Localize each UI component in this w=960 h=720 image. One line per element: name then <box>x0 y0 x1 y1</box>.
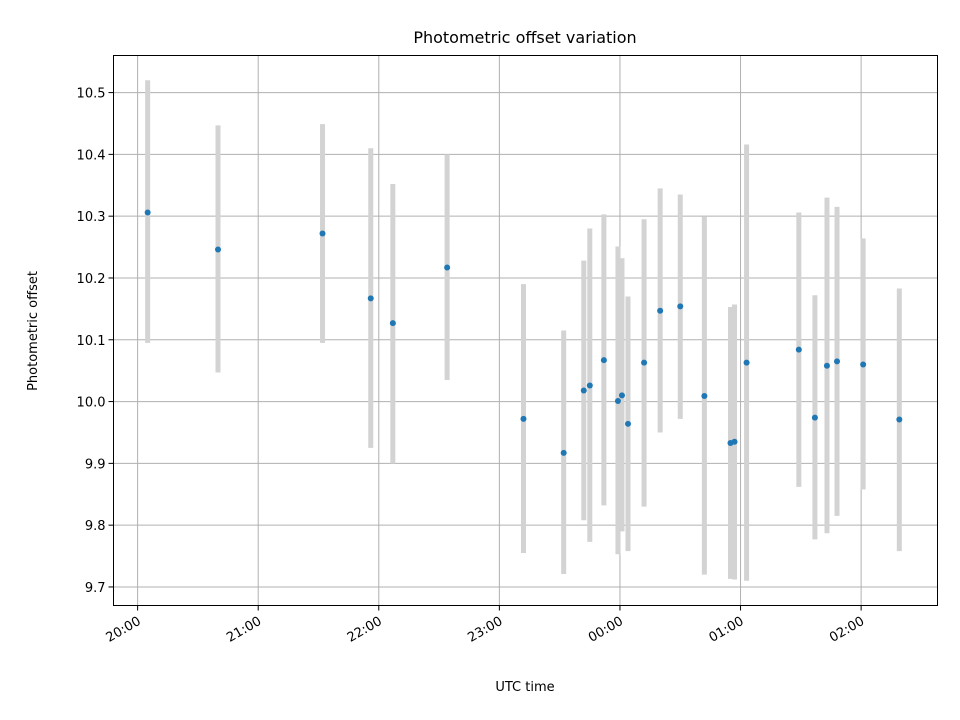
data-point <box>144 209 151 216</box>
data-point <box>641 359 648 366</box>
data-point <box>586 382 593 389</box>
data-point <box>823 362 830 369</box>
data-point <box>657 307 664 314</box>
data-point <box>367 295 374 302</box>
y-tick-label: 10.4 <box>77 148 106 163</box>
y-tick-label: 9.9 <box>85 457 106 472</box>
data-point <box>701 393 708 400</box>
data-point <box>618 392 625 399</box>
data-point <box>834 358 841 365</box>
data-points <box>144 209 903 456</box>
data-point <box>731 438 738 445</box>
data-point <box>389 320 396 327</box>
data-point <box>319 230 326 237</box>
chart-title: Photometric offset variation <box>413 28 636 47</box>
data-point <box>215 246 222 253</box>
data-point <box>743 359 750 366</box>
y-tick-label: 10.0 <box>77 396 106 411</box>
x-axis-label: UTC time <box>495 680 554 695</box>
data-point <box>614 397 621 404</box>
data-point <box>677 303 684 310</box>
data-point <box>600 357 607 364</box>
y-axis-label: Photometric offset <box>26 271 41 391</box>
y-axis-ticks: 9.7 9.8 9.9 10.0 10.1 10.2 10.3 10.4 10.5 <box>77 87 114 596</box>
data-point <box>811 414 818 421</box>
y-tick-label: 9.8 <box>85 519 106 534</box>
y-tick-label: 10.3 <box>77 210 106 225</box>
y-tick-label: 10.2 <box>77 272 106 287</box>
plot-frame <box>113 55 938 606</box>
data-point <box>896 416 903 423</box>
y-tick-label: 10.1 <box>77 334 106 349</box>
data-point <box>560 449 567 456</box>
data-point <box>860 361 867 368</box>
data-point <box>444 264 451 271</box>
y-tick-label: 10.5 <box>77 87 106 102</box>
data-point <box>580 387 587 394</box>
data-point <box>624 420 631 427</box>
y-tick-label: 9.7 <box>85 581 106 596</box>
data-point <box>795 346 802 353</box>
data-point <box>520 415 527 422</box>
